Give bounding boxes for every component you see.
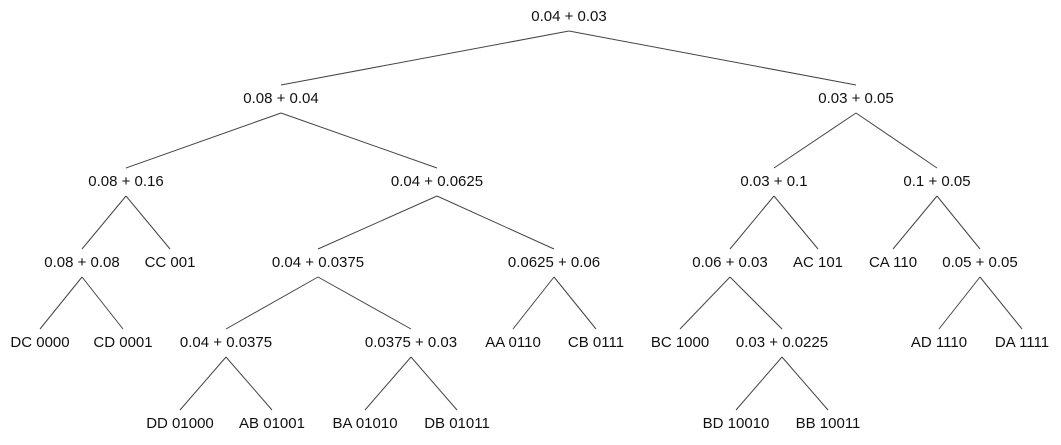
internal-node: 0.0375 + 0.03 [362,334,460,352]
leaf-node: DB 01011 [422,415,492,433]
tree-edge [410,356,458,411]
tree-edge [317,276,412,330]
tree-edge [773,195,819,250]
internal-node: 0.05 + 0.05 [940,254,1020,272]
leaf-node: CA 110 [866,254,920,272]
internal-node: 0.03 + 0.0225 [733,334,831,352]
tree-edge [568,30,857,86]
tree-edge [125,195,171,250]
internal-node: 0.08 + 0.16 [86,173,166,191]
leaf-node: DA 1111 [992,334,1052,352]
tree-edge [280,30,570,86]
internal-node: 0.04 + 0.0625 [388,173,486,191]
tree-edge [179,356,227,411]
tree-edge [735,356,783,411]
tree-edge [936,195,981,250]
tree-edge [729,195,775,250]
leaf-node: BD 10010 [700,415,772,433]
internal-node: 0.04 + 0.03 [529,8,609,26]
leaf-node: AB 01001 [237,415,307,433]
leaf-node: BC 1000 [648,334,712,352]
tree-edge [280,112,438,169]
tree-edge [225,356,273,411]
tree-edge [938,276,981,330]
tree-edge [81,276,124,330]
tree-edge [436,195,555,250]
internal-node: 0.08 + 0.08 [42,254,122,272]
leaf-node: CD 0001 [91,334,155,352]
leaf-node: CC 001 [142,254,198,272]
tree-edge [892,195,938,250]
leaf-node: BB 10011 [793,415,863,433]
leaf-node: DC 0000 [8,334,72,352]
tree-edge [125,112,282,169]
leaf-node: AD 1110 [908,334,970,352]
tree-edge [679,276,731,330]
internal-node: 0.0625 + 0.06 [505,254,603,272]
tree-edge [553,276,597,330]
leaf-node: DD 01000 [144,415,216,433]
internal-node: 0.06 + 0.03 [690,254,770,272]
internal-node: 0.04 + 0.0375 [269,254,367,272]
leaf-node: CB 0111 [565,334,627,352]
leaf-node: BA 01010 [330,415,400,433]
tree-edge [512,276,555,330]
tree-edge [39,276,83,330]
internal-node: 0.1 + 0.05 [901,173,973,191]
tree-edge [781,356,829,411]
tree-edge [773,112,857,169]
internal-node: 0.03 + 0.05 [816,90,896,108]
tree-edge [317,195,438,250]
tree-edge [81,195,127,250]
tree-edge [364,356,412,411]
internal-node: 0.08 + 0.04 [241,90,321,108]
tree-edge [225,276,319,330]
tree-edge [979,276,1023,330]
tree-edge [729,276,783,330]
tree-edge [855,112,938,169]
internal-node: 0.04 + 0.0375 [177,334,275,352]
leaf-node: AC 101 [790,254,846,272]
leaf-node: AA 0110 [483,334,543,352]
internal-node: 0.03 + 0.1 [738,173,810,191]
